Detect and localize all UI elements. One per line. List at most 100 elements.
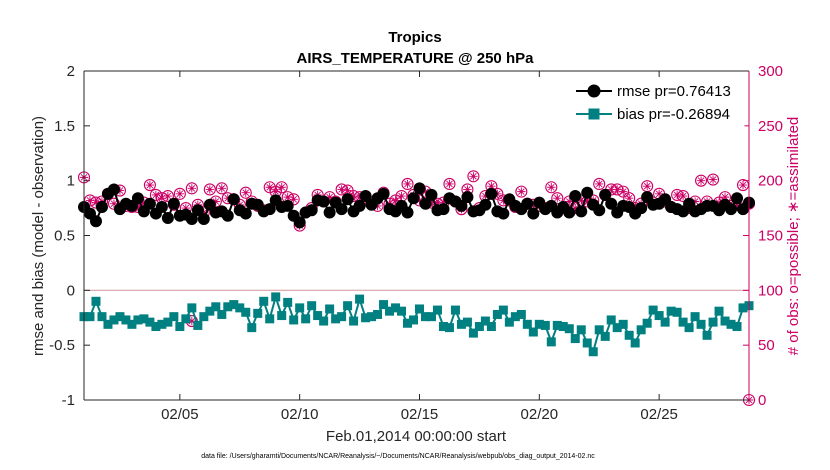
rmse-point — [635, 202, 648, 215]
bias-point — [492, 309, 502, 319]
bias-point — [163, 317, 173, 327]
bias-point — [247, 323, 257, 333]
rmse-point — [425, 188, 438, 201]
bias-point — [594, 325, 604, 335]
bias-point — [175, 322, 185, 332]
obs-assimilated-point — [91, 198, 101, 207]
bias-point — [702, 330, 712, 340]
bias-point — [648, 305, 658, 315]
y-left-tick-label: 0.5 — [54, 228, 75, 245]
bias-point — [235, 303, 245, 313]
obs-assimilated-point — [163, 191, 173, 201]
bias-point — [193, 320, 203, 330]
obs-assimilated-point — [720, 192, 730, 202]
bias-point — [558, 322, 568, 332]
obs-assimilated-point — [343, 186, 352, 195]
tick-layer: 02/05 02/10 02/15 02/20 02/25 -1 -0.5 0 0.5 1 1.5 2… — [49, 63, 783, 423]
bias-point — [612, 323, 622, 333]
obs-assimilated-point — [499, 196, 508, 205]
obs-assimilated-point — [433, 199, 442, 208]
bias-point — [181, 314, 191, 324]
obs-assimilated-point — [403, 179, 412, 189]
bias-point — [708, 317, 718, 327]
obs-assimilated-point — [421, 187, 430, 196]
obs-assimilated-point — [205, 185, 215, 194]
bias-point — [403, 318, 413, 328]
rmse-point — [485, 187, 498, 200]
obs-assimilated-point — [139, 198, 149, 207]
chart-subtitle: AIRS_TEMPERATURE @ 250 hPa — [297, 50, 535, 67]
obs-assimilated-point — [577, 196, 586, 205]
y-left-tick-label: -0.5 — [49, 337, 75, 354]
bias-point — [570, 334, 580, 344]
bias-point — [157, 319, 167, 329]
bias-point — [456, 319, 466, 329]
y-axis-right-label: # of obs: o=possible; ∗=assimilated — [785, 117, 802, 356]
bias-point — [732, 322, 742, 332]
rmse-point — [335, 203, 348, 216]
bias-point — [127, 319, 137, 329]
obs-assimilated-point — [463, 185, 472, 194]
rmse-point — [497, 207, 510, 220]
y-right-tick-label: 250 — [758, 118, 783, 135]
bias-point — [666, 306, 676, 316]
rmse-point — [575, 205, 588, 218]
obs-possible-point — [203, 183, 216, 196]
bias-point — [217, 309, 227, 319]
y-right-tick-label: 150 — [758, 228, 783, 245]
bias-point — [438, 322, 448, 332]
y-right-tick-label: 300 — [758, 63, 783, 80]
legend-rmse-marker — [587, 84, 601, 98]
bias-point — [726, 319, 736, 329]
bias-point — [462, 317, 472, 327]
obs-assimilated-point — [708, 175, 718, 184]
bias-point — [600, 331, 610, 341]
rmse-point — [197, 213, 210, 226]
obs-possible-point — [173, 187, 186, 200]
x-tick-label: 02/05 — [161, 406, 199, 423]
data-file-footnote: data file: /Users/gharamti/Documents/NCA… — [201, 453, 595, 460]
rmse-point — [377, 187, 390, 200]
y-left-tick-label: 2 — [67, 63, 75, 80]
bias-point — [295, 303, 305, 313]
bias-point — [624, 330, 634, 340]
bias-point — [420, 312, 430, 322]
bias-point — [582, 338, 592, 348]
obs-possible-point — [695, 174, 708, 187]
bias-point — [385, 306, 395, 316]
obs-possible-point — [401, 177, 414, 191]
bias-point — [97, 312, 107, 322]
bias-point — [534, 319, 544, 329]
obs-assimilated-point — [547, 183, 556, 192]
rmse-point — [293, 216, 306, 229]
obs-assimilated-point — [277, 183, 286, 192]
bias-point — [145, 317, 155, 327]
bias-point — [516, 309, 526, 319]
bias-point — [325, 304, 335, 314]
x-axis-label: Feb.01,2014 00:00:00 start — [326, 428, 507, 445]
bias-point — [205, 306, 215, 316]
bias-point — [432, 305, 442, 315]
legend-rmse-label: rmse pr=0.76413 — [617, 83, 731, 100]
bias-point — [337, 312, 347, 322]
obs-assimilated-point — [732, 200, 742, 209]
x-tick-label: 02/20 — [521, 406, 559, 423]
obs-possible-point — [275, 181, 288, 194]
obs-assimilated-point — [672, 190, 682, 200]
obs-assimilated-point — [571, 203, 580, 213]
bias-point — [480, 316, 490, 326]
obs-assimilated-point — [271, 187, 280, 196]
bias-point — [618, 319, 628, 329]
obs-assimilated-point — [624, 194, 634, 203]
rmse-point — [455, 199, 468, 212]
bias-point — [187, 303, 197, 313]
obs-assimilated-point — [654, 189, 664, 199]
obs-assimilated-point — [85, 196, 95, 205]
rmse-point — [407, 192, 420, 205]
obs-assimilated-point — [355, 192, 364, 202]
obs-assimilated-point — [325, 192, 334, 202]
rmse-point — [317, 195, 330, 208]
bias-point — [361, 313, 371, 323]
obs-assimilated-point — [265, 183, 274, 192]
